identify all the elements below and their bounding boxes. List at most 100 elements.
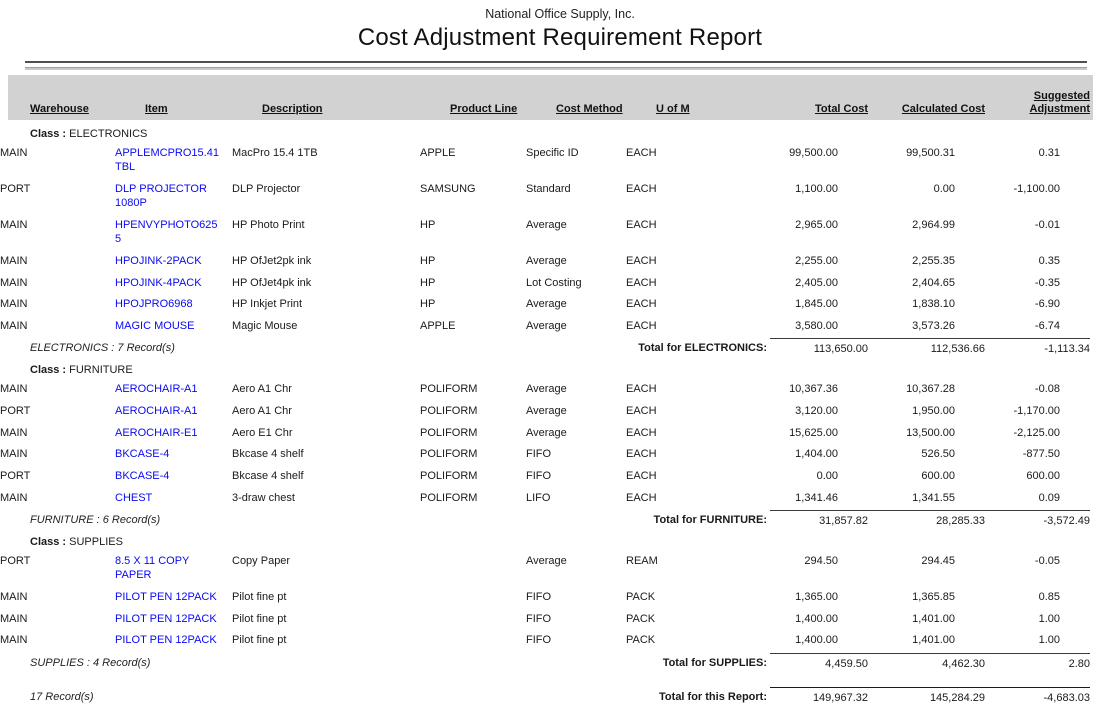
table-row: MAIN HPOJINK-2PACK HP OfJet2pk ink HP Av…: [0, 249, 1120, 271]
cell-calculated-cost: 1,341.55: [912, 491, 955, 504]
cell-cost-method: FIFO: [526, 470, 552, 483]
item-link[interactable]: HPOJINK-4PACK: [115, 276, 202, 289]
cell-product-line: HP: [420, 254, 436, 267]
cell-total-cost: 1,400.00: [795, 612, 838, 625]
column-header-description[interactable]: Description: [262, 103, 323, 116]
cell-warehouse: MAIN: [0, 590, 28, 603]
column-header-cost-method[interactable]: Cost Method: [556, 103, 623, 116]
cell-description: Pilot fine pt: [232, 612, 287, 625]
cell-calculated-cost: 10,367.28: [906, 382, 955, 395]
cell-suggested-adjustment: -877.50: [1022, 448, 1060, 461]
section-total-cost: 31,857.82: [770, 510, 868, 527]
cell-total-cost: 0.00: [816, 470, 838, 483]
cell-total-cost: 1,365.00: [795, 590, 838, 603]
column-header-warehouse[interactable]: Warehouse: [30, 103, 89, 116]
column-header-total-cost[interactable]: Total Cost: [815, 103, 868, 116]
class-section: Class : ELECTRONICS MAIN APPLEMCPRO15.41…: [0, 128, 1120, 355]
section-total-label: Total for SUPPLIES:: [662, 656, 767, 669]
section-suggested-adjustment: -3,572.49: [985, 510, 1090, 527]
item-link[interactable]: PILOT PEN 12PACK: [115, 590, 217, 603]
cell-warehouse: MAIN: [0, 448, 28, 461]
section-total-label: Total for ELECTRONICS:: [638, 342, 767, 355]
cell-calculated-cost: 294.45: [921, 554, 955, 567]
cell-product-line: POLIFORM: [420, 382, 478, 395]
item-link[interactable]: PILOT PEN 12PACK: [115, 634, 217, 647]
cell-description: Magic Mouse: [232, 320, 298, 333]
cell-suggested-adjustment: 1.00: [1038, 634, 1060, 647]
section-rows: PORT 8.5 X 11 COPY PAPER Copy Paper Aver…: [0, 549, 1120, 650]
cell-description: Pilot fine pt: [232, 634, 287, 647]
cell-total-cost: 3,120.00: [795, 404, 838, 417]
cell-uom: EACH: [626, 426, 657, 439]
cell-calculated-cost: 1,401.00: [912, 634, 955, 647]
item-link[interactable]: AEROCHAIR-A1: [115, 382, 198, 395]
cell-product-line: APPLE: [420, 146, 456, 159]
column-header-product-line[interactable]: Product Line: [450, 103, 518, 116]
table-row: MAIN AEROCHAIR-E1 Aero E1 Chr POLIFORM A…: [0, 421, 1120, 443]
column-header-uom[interactable]: U of M: [656, 103, 690, 116]
cell-calculated-cost: 2,404.65: [912, 276, 955, 289]
class-label: Class :: [30, 364, 67, 377]
item-link[interactable]: PILOT PEN 12PACK: [115, 612, 217, 625]
report-total-label: Total for this Report:: [659, 690, 767, 703]
item-link[interactable]: HPOJPRO6968: [115, 298, 193, 311]
item-link[interactable]: 8.5 X 11 COPY PAPER: [115, 554, 190, 582]
cell-total-cost: 1,100.00: [795, 182, 838, 195]
item-link[interactable]: HPOJINK-2PACK: [115, 254, 202, 267]
cell-warehouse: MAIN: [0, 320, 28, 333]
cell-calculated-cost: 526.50: [921, 448, 955, 461]
section-total-cost: 113,650.00: [770, 338, 868, 355]
class-section: Class : SUPPLIES PORT 8.5 X 11 COPY PAPE…: [0, 536, 1120, 670]
item-link[interactable]: APPLEMCPRO15.41TBL: [115, 146, 219, 173]
cell-description: HP OfJet4pk ink: [232, 276, 312, 289]
cell-suggested-adjustment: -6.74: [1034, 320, 1060, 333]
cell-cost-method: Average: [526, 426, 567, 439]
cell-calculated-cost: 13,500.00: [906, 426, 955, 439]
cell-cost-method: Average: [526, 254, 567, 267]
table-row: PORT BKCASE-4 Bkcase 4 shelf POLIFORM FI…: [0, 465, 1120, 487]
column-header-item[interactable]: Item: [145, 103, 168, 116]
cell-warehouse: MAIN: [0, 276, 28, 289]
class-section: Class : FURNITURE MAIN AEROCHAIR-A1 Aero…: [0, 364, 1120, 527]
cell-calculated-cost: 2,255.35: [912, 254, 955, 267]
item-link[interactable]: DLP PROJECTOR 1080P: [115, 182, 207, 209]
class-header: Class : FURNITURE: [0, 364, 1120, 376]
cell-description: Aero E1 Chr: [232, 426, 293, 439]
cell-total-cost: 1,845.00: [795, 298, 838, 311]
item-link[interactable]: HPENVYPHOTO6255: [115, 218, 218, 245]
class-label: Class :: [30, 536, 67, 549]
cell-warehouse: MAIN: [0, 426, 28, 439]
report-record-count: 17 Record(s): [30, 690, 94, 703]
section-total-row: ELECTRONICS : 7 Record(s) Total for ELEC…: [0, 338, 1120, 355]
table-row: MAIN MAGIC MOUSE Magic Mouse APPLE Avera…: [0, 315, 1120, 337]
cell-uom: EACH: [626, 448, 657, 461]
item-link[interactable]: MAGIC MOUSE: [115, 320, 195, 333]
cell-description: Copy Paper: [232, 554, 291, 567]
item-link[interactable]: AEROCHAIR-A1: [115, 404, 198, 417]
cell-product-line: APPLE: [420, 320, 456, 333]
cell-warehouse: MAIN: [0, 634, 28, 647]
item-link[interactable]: BKCASE-4: [115, 448, 170, 461]
table-row: MAIN AEROCHAIR-A1 Aero A1 Chr POLIFORM A…: [0, 377, 1120, 399]
column-header-suggested-adjustment[interactable]: Suggested Adjustment: [1029, 89, 1091, 116]
column-header-calculated-cost[interactable]: Calculated Cost: [901, 103, 985, 116]
section-rows: MAIN AEROCHAIR-A1 Aero A1 Chr POLIFORM A…: [0, 377, 1120, 508]
cell-calculated-cost: 1,365.85: [912, 590, 955, 603]
table-row: MAIN PILOT PEN 12PACK Pilot fine pt FIFO…: [0, 585, 1120, 607]
table-row: MAIN PILOT PEN 12PACK Pilot fine pt FIFO…: [0, 629, 1120, 651]
cell-calculated-cost: 0.00: [933, 182, 955, 195]
report-suggested-adjustment: -4,683.03: [985, 686, 1090, 704]
cell-total-cost: 10,367.36: [789, 382, 838, 395]
item-link[interactable]: AEROCHAIR-E1: [115, 426, 198, 439]
cell-cost-method: Lot Costing: [526, 276, 582, 289]
table-row: MAIN CHEST 3-draw chest POLIFORM LIFO EA…: [0, 486, 1120, 508]
section-record-count: SUPPLIES : 4 Record(s): [30, 656, 151, 669]
cell-warehouse: PORT: [0, 470, 31, 483]
cell-cost-method: Average: [526, 320, 567, 333]
cell-warehouse: MAIN: [0, 298, 28, 311]
class-name: SUPPLIES: [69, 536, 123, 549]
header-divider-top: [25, 61, 1087, 63]
item-link[interactable]: BKCASE-4: [115, 470, 170, 483]
cell-cost-method: FIFO: [526, 448, 552, 461]
item-link[interactable]: CHEST: [115, 491, 153, 504]
